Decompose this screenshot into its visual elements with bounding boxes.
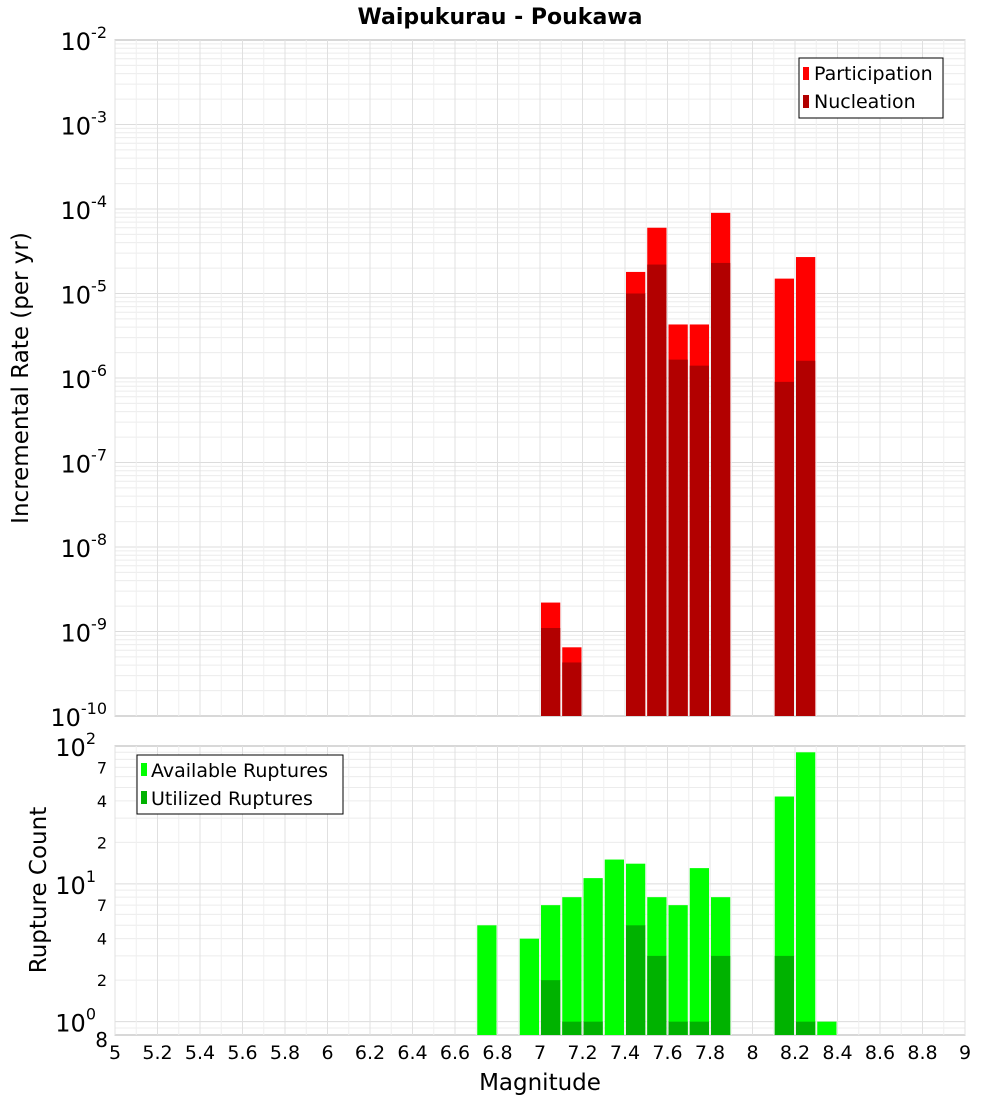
x-tick-label: 8.6 — [865, 1042, 895, 1064]
bottom-y-minor-tick-label: 2 — [97, 971, 107, 990]
utilized-bar — [647, 955, 667, 1035]
bottom-y-minor-tick-label: 2 — [97, 833, 107, 852]
bottom-y-major-tick-label: 101 — [55, 867, 96, 900]
chart-title: Waipukurau - Poukawa — [358, 5, 643, 30]
top-y-tick-labels: 10-10 10-9 10-8 10-7 10-6 10-5 10-4 10-3 10-2 — [50, 23, 107, 732]
x-tick-label: 5.4 — [185, 1042, 215, 1064]
available-bar — [519, 938, 539, 1035]
available-bar — [477, 925, 497, 1035]
bottom-plot: 100 101 102 8 2 4 7 2 4 7 Rupture Count Available… — [26, 729, 966, 1052]
utilized-bar — [562, 1021, 582, 1035]
top-legend-box — [798, 57, 944, 119]
bottom-y-major-tick-label: 100 — [55, 1005, 96, 1038]
nucleation-bar — [668, 359, 688, 716]
x-axis-label: Magnitude — [479, 1070, 601, 1096]
x-tick-label: 5.2 — [142, 1042, 172, 1064]
available-bar — [689, 868, 709, 1035]
top-grid — [114, 40, 966, 716]
bottom-y-major-tick-label: 102 — [55, 729, 96, 762]
top-y-tick-label: 10-8 — [61, 530, 108, 563]
x-tick-label: 8.2 — [780, 1042, 810, 1064]
utilized-bar — [583, 1021, 603, 1035]
top-y-tick-label: 10-7 — [61, 446, 108, 479]
x-tick-label: 5 — [109, 1042, 121, 1064]
nucleation-bar — [647, 264, 667, 716]
nucleation-legend-label: Nucleation — [814, 91, 916, 113]
x-tick-label: 5.6 — [227, 1042, 257, 1064]
x-tick-label: 8.4 — [822, 1042, 852, 1064]
utilized-legend-label: Utilized Ruptures — [151, 788, 313, 810]
participation-legend-label: Participation — [814, 63, 933, 85]
available-bar — [668, 905, 688, 1035]
x-tick-label: 6 — [321, 1042, 333, 1064]
nucleation-bar — [774, 381, 794, 716]
available-bar — [583, 878, 603, 1035]
x-tick-label: 6.6 — [440, 1042, 470, 1064]
utilized-bar — [796, 1021, 816, 1035]
available-bar — [562, 897, 582, 1035]
x-tick-label: 7.6 — [652, 1042, 682, 1064]
available-legend-label: Available Ruptures — [151, 760, 328, 782]
bottom-y-minor-tick-label: 8 — [95, 1028, 108, 1052]
x-tick-label: 6.8 — [482, 1042, 512, 1064]
x-tick-label: 7 — [534, 1042, 546, 1064]
available-bar — [817, 1021, 837, 1035]
top-y-tick-label: 10-3 — [61, 108, 108, 141]
top-bars — [541, 212, 816, 716]
nucleation-bar — [796, 360, 816, 716]
top-y-tick-label: 10-10 — [50, 699, 107, 732]
utilized-bar — [541, 980, 561, 1035]
x-tick-label: 7.2 — [567, 1042, 597, 1064]
nucleation-swatch — [803, 95, 809, 108]
x-tick-label: 5.8 — [270, 1042, 300, 1064]
x-tick-label: 8.8 — [907, 1042, 937, 1064]
bottom-y-minor-tick-label: 7 — [97, 896, 107, 915]
utilized-swatch — [141, 791, 147, 804]
bottom-y-minor-tick-label: 4 — [97, 930, 107, 949]
x-tick-label: 7.8 — [695, 1042, 725, 1064]
utilized-bar — [711, 955, 731, 1035]
top-plot: 10-10 10-9 10-8 10-7 10-6 10-5 10-4 10-3 10-2 In… — [8, 23, 966, 732]
x-tick-label: 6.2 — [355, 1042, 385, 1064]
available-swatch — [141, 763, 147, 776]
top-y-tick-label: 10-4 — [61, 192, 108, 225]
utilized-bar — [774, 955, 794, 1035]
top-y-axis-label: Incremental Rate (per yr) — [8, 232, 34, 524]
x-tick-labels: 5 5.2 5.4 5.6 5.8 6 6.2 6.4 6.6 6.8 7 7.2 7.4 7.6 7.8 8… — [109, 1042, 971, 1064]
bottom-bars — [477, 752, 837, 1035]
x-tick-label: 8 — [746, 1042, 758, 1064]
utilized-bar — [668, 1021, 688, 1035]
nucleation-bar — [562, 662, 582, 716]
participation-swatch — [803, 67, 809, 80]
available-bar — [796, 752, 816, 1035]
nucleation-bar — [711, 262, 731, 716]
bottom-legend-box — [136, 754, 344, 815]
utilized-bar — [626, 925, 646, 1035]
top-legend: Participation Nucleation — [798, 57, 944, 119]
utilized-bar — [689, 1021, 709, 1035]
top-y-tick-label: 10-2 — [61, 23, 108, 56]
bottom-legend: Available Ruptures Utilized Ruptures — [136, 754, 344, 815]
bottom-y-axis-label: Rupture Count — [26, 807, 52, 973]
bottom-y-minor-tick-label: 7 — [97, 758, 107, 777]
bottom-y-minor-tick-label: 4 — [97, 792, 107, 811]
x-tick-label: 7.4 — [610, 1042, 640, 1064]
top-y-tick-label: 10-6 — [61, 361, 108, 394]
nucleation-bar — [541, 628, 561, 716]
x-tick-label: 9 — [959, 1042, 971, 1064]
x-tick-label: 6.4 — [397, 1042, 427, 1064]
nucleation-bar — [689, 365, 709, 716]
nucleation-bar — [626, 293, 646, 716]
bottom-y-tick-labels: 100 101 102 8 2 4 7 2 4 7 — [55, 729, 108, 1052]
top-y-tick-label: 10-5 — [61, 277, 108, 310]
available-bar — [604, 859, 624, 1035]
top-y-tick-label: 10-9 — [61, 615, 108, 648]
